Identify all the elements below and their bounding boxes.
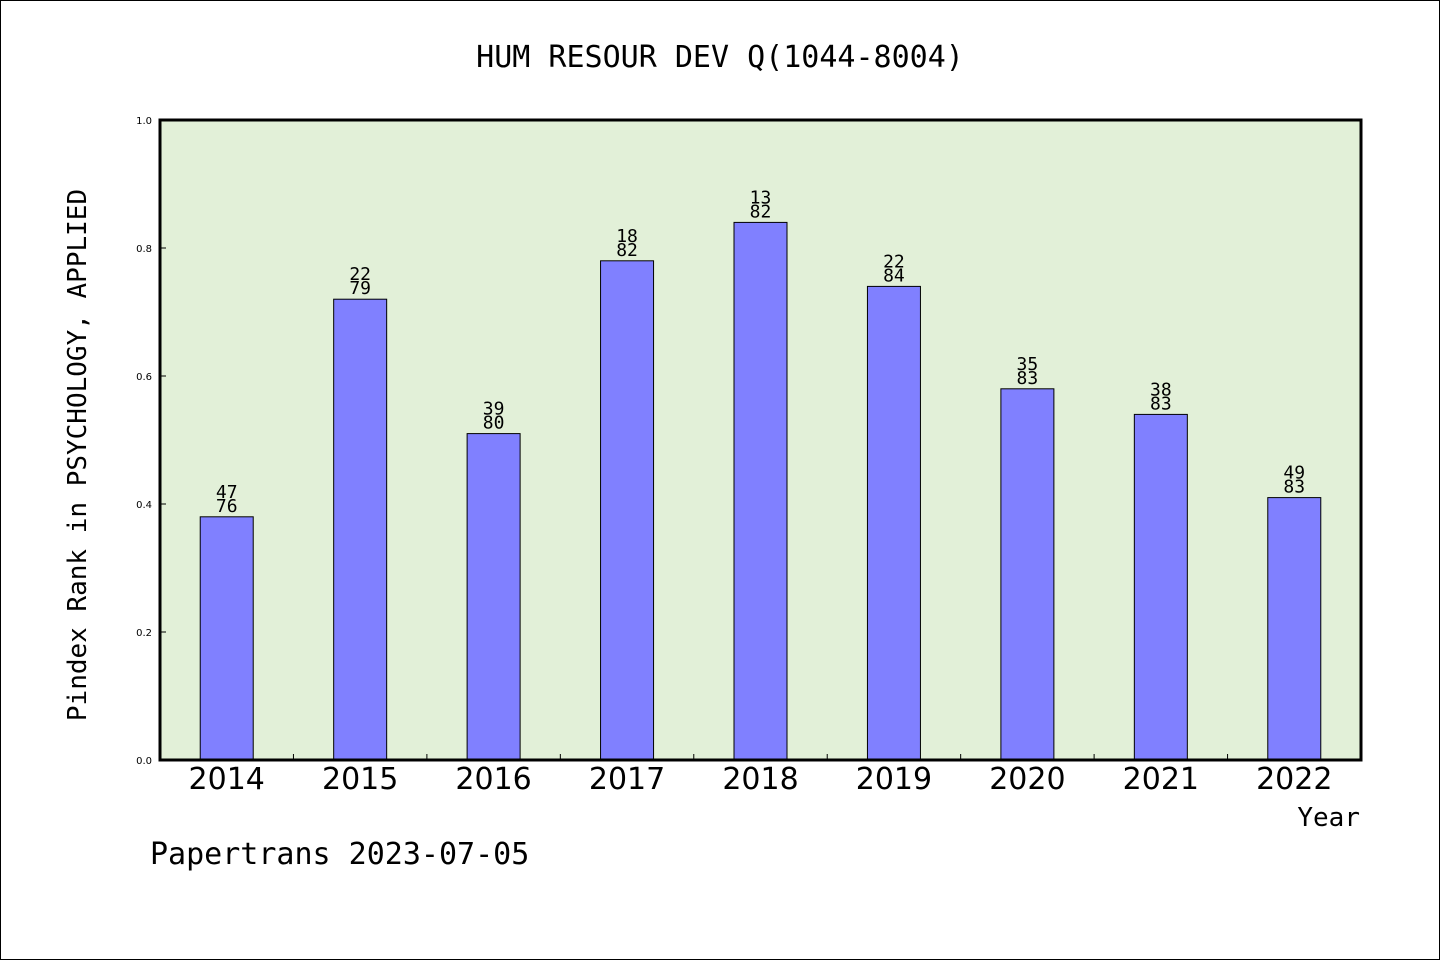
y-tick-label: 0.8 bbox=[136, 244, 152, 255]
bar-2015 bbox=[333, 298, 388, 761]
bar-label-total: 83 bbox=[1150, 393, 1172, 414]
bar-2019 bbox=[866, 285, 921, 761]
bar-label-rank: 49 bbox=[1283, 463, 1305, 484]
bar-2016 bbox=[466, 433, 521, 761]
bar-2014 bbox=[199, 516, 254, 761]
x-tick-label: 2014 bbox=[189, 762, 265, 797]
bar-label-rank: 18 bbox=[616, 226, 638, 247]
bar-label-rank: 22 bbox=[883, 251, 905, 272]
bar-label-rank: 38 bbox=[1150, 379, 1172, 400]
y-axis-label: Pindex Rank in PSYCHOLOGY, APPLIED bbox=[63, 189, 93, 721]
bar-2021 bbox=[1133, 413, 1188, 761]
bar-label-rank: 22 bbox=[349, 264, 371, 285]
x-tick-label: 2019 bbox=[856, 762, 932, 797]
y-tick-label: 1.0 bbox=[136, 116, 152, 127]
bar-2017 bbox=[600, 260, 655, 761]
y-tick-label: 0.2 bbox=[136, 628, 152, 639]
bar-2022 bbox=[1267, 497, 1322, 761]
bar-label-rank: 13 bbox=[750, 187, 772, 208]
footer-stamp: Papertrans 2023-07-05 bbox=[150, 837, 529, 872]
bar-2018 bbox=[733, 221, 788, 761]
bar-label-rank: 47 bbox=[216, 482, 238, 503]
x-axis-label: Year bbox=[1297, 803, 1360, 833]
x-tick-label: 2020 bbox=[989, 762, 1065, 797]
chart-title: HUM RESOUR DEV Q(1044-8004) bbox=[476, 40, 964, 75]
bar-label-rank: 35 bbox=[1017, 354, 1039, 375]
x-axis-ticks: 2014 2015 2016 2017 2018 2019 2020 2021 2022 bbox=[189, 754, 1332, 797]
x-tick-label: 2016 bbox=[455, 762, 531, 797]
y-tick-label: 0.6 bbox=[136, 372, 152, 383]
x-tick-label: 2015 bbox=[322, 762, 398, 797]
y-tick-label: 0.0 bbox=[136, 756, 152, 767]
x-tick-label: 2021 bbox=[1123, 762, 1199, 797]
bar-label-rank: 39 bbox=[483, 399, 505, 420]
x-tick-label: 2022 bbox=[1256, 762, 1332, 797]
bar-label-total: 79 bbox=[349, 278, 371, 299]
bar-label-total: 84 bbox=[883, 265, 905, 286]
x-tick-label: 2018 bbox=[722, 762, 798, 797]
x-tick-label: 2017 bbox=[589, 762, 665, 797]
bar-label-total: 80 bbox=[483, 413, 505, 434]
bar-2020 bbox=[1000, 388, 1055, 761]
plot-border bbox=[158, 118, 1363, 762]
bar-label-total: 83 bbox=[1017, 368, 1039, 389]
y-tick-label: 0.4 bbox=[136, 500, 152, 511]
bar-label-total: 82 bbox=[750, 201, 772, 222]
bars-group bbox=[199, 221, 1322, 761]
bar-label-total: 76 bbox=[216, 496, 238, 517]
bar-label-total: 83 bbox=[1283, 477, 1305, 498]
bar-label-total: 82 bbox=[616, 240, 638, 261]
